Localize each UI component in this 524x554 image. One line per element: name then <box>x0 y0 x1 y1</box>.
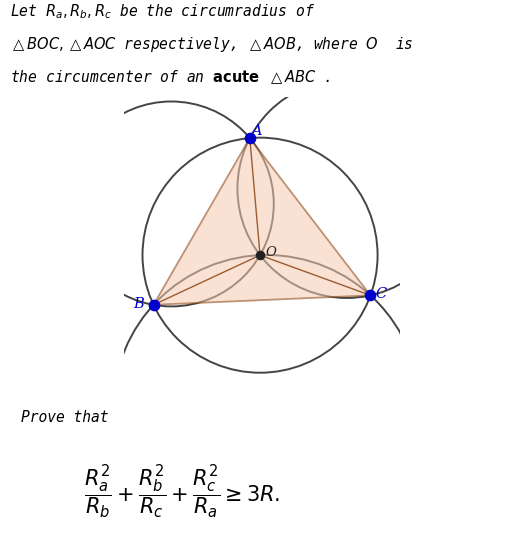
Text: A: A <box>252 124 262 138</box>
Text: the circumcenter of an $\mathbf{acute}$ $\triangle ABC$ .: the circumcenter of an $\mathbf{acute}$ … <box>10 68 331 85</box>
Text: O: O <box>265 247 276 259</box>
Point <box>366 291 375 300</box>
Point <box>246 134 254 142</box>
Text: $\triangle BOC, \triangle AOC$ respectively, $\triangle AOB$, where $O$  is: $\triangle BOC, \triangle AOC$ respectiv… <box>10 35 414 54</box>
Point <box>256 251 264 260</box>
Polygon shape <box>154 138 370 305</box>
Text: Prove that: Prove that <box>21 410 108 425</box>
Text: Let $R_a, R_b, R_c$ be the circumradius of: Let $R_a, R_b, R_c$ be the circumradius … <box>10 2 315 20</box>
Text: B: B <box>133 297 144 311</box>
Text: C: C <box>375 287 387 301</box>
Text: $\dfrac{R_a^2}{R_b} + \dfrac{R_b^2}{R_c} + \dfrac{R_c^2}{R_a} \geq 3R.$: $\dfrac{R_a^2}{R_b} + \dfrac{R_b^2}{R_c}… <box>84 464 280 521</box>
Point <box>149 300 158 309</box>
